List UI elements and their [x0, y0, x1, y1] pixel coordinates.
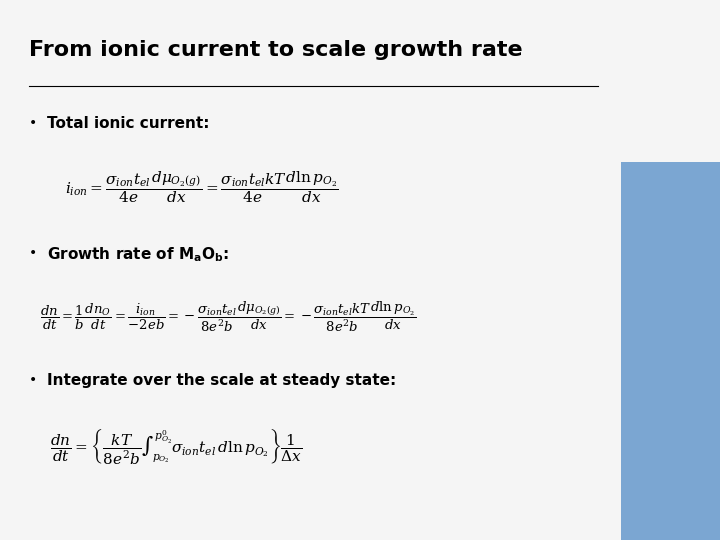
Bar	[621, 162, 720, 540]
Text: Total ionic current:: Total ionic current:	[47, 116, 210, 131]
Text: •: •	[29, 116, 37, 130]
Text: •: •	[29, 373, 37, 387]
Text: $\dfrac{dn}{dt} = \dfrac{1}{b}\dfrac{dn_O}{dt} = \dfrac{i_{ion}}{-2eb} = -\dfrac: $\dfrac{dn}{dt} = \dfrac{1}{b}\dfrac{dn_…	[40, 300, 416, 334]
Text: From ionic current to scale growth rate: From ionic current to scale growth rate	[29, 40, 523, 60]
Text: •: •	[29, 246, 37, 260]
Text: Growth rate of $\mathregular{M_aO_b}$:: Growth rate of $\mathregular{M_aO_b}$:	[47, 246, 229, 265]
Text: $\dfrac{dn}{dt} = \left\{\dfrac{kT}{8e^2b}\int_{p_{O_2}}^{p_{O_2}^0}\sigma_{ion}: $\dfrac{dn}{dt} = \left\{\dfrac{kT}{8e^2…	[50, 427, 303, 465]
Text: Integrate over the scale at steady state:: Integrate over the scale at steady state…	[47, 373, 396, 388]
Text: $i_{ion} = \dfrac{\sigma_{ion}t_{el}}{4e}\dfrac{d\mu_{O_2(g)}}{dx} = \dfrac{\sig: $i_{ion} = \dfrac{\sigma_{ion}t_{el}}{4e…	[65, 170, 338, 205]
